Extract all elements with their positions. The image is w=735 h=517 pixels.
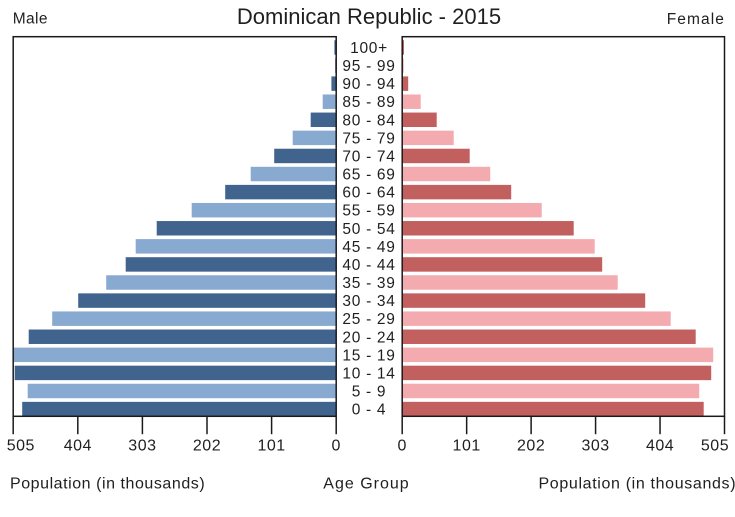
svg-text:101: 101 [257, 438, 285, 455]
svg-text:303: 303 [581, 438, 609, 455]
svg-text:5 - 9: 5 - 9 [352, 383, 387, 400]
svg-text:202: 202 [193, 438, 221, 455]
svg-text:303: 303 [128, 438, 156, 455]
svg-text:0: 0 [331, 438, 340, 455]
svg-text:Male: Male [13, 11, 48, 28]
svg-text:20 - 24: 20 - 24 [342, 329, 395, 346]
svg-text:404: 404 [64, 438, 92, 455]
svg-text:40 - 44: 40 - 44 [342, 257, 395, 274]
svg-text:404: 404 [646, 438, 674, 455]
svg-text:Age Group: Age Group [323, 475, 409, 492]
svg-text:Population (in thousands): Population (in thousands) [538, 475, 735, 492]
svg-text:Dominican Republic - 2015: Dominican Republic - 2015 [237, 4, 501, 29]
svg-text:15 - 19: 15 - 19 [342, 347, 395, 364]
svg-text:85 - 89: 85 - 89 [342, 94, 395, 111]
svg-text:25 - 29: 25 - 29 [342, 311, 395, 328]
svg-text:45 - 49: 45 - 49 [342, 239, 395, 256]
svg-text:Population (in thousands): Population (in thousands) [10, 475, 205, 492]
svg-text:101: 101 [453, 438, 481, 455]
svg-text:90 - 94: 90 - 94 [342, 76, 395, 93]
svg-text:80 - 84: 80 - 84 [342, 112, 395, 129]
svg-text:95 - 99: 95 - 99 [342, 58, 395, 75]
svg-text:30 - 34: 30 - 34 [342, 293, 395, 310]
svg-text:505: 505 [701, 438, 729, 455]
svg-text:0 - 4: 0 - 4 [352, 402, 387, 419]
svg-text:75 - 79: 75 - 79 [342, 130, 395, 147]
svg-text:60 - 64: 60 - 64 [342, 185, 395, 202]
svg-text:70 - 74: 70 - 74 [342, 148, 395, 165]
svg-text:505: 505 [7, 438, 35, 455]
svg-text:100+: 100+ [350, 40, 388, 57]
svg-text:35 - 39: 35 - 39 [342, 275, 395, 292]
svg-text:202: 202 [517, 438, 545, 455]
svg-text:50 - 54: 50 - 54 [342, 221, 395, 238]
svg-text:55 - 59: 55 - 59 [342, 203, 395, 220]
svg-text:65 - 69: 65 - 69 [342, 167, 395, 184]
svg-text:10 - 14: 10 - 14 [342, 365, 395, 382]
svg-text:0: 0 [397, 438, 406, 455]
svg-text:Female: Female [667, 11, 725, 28]
